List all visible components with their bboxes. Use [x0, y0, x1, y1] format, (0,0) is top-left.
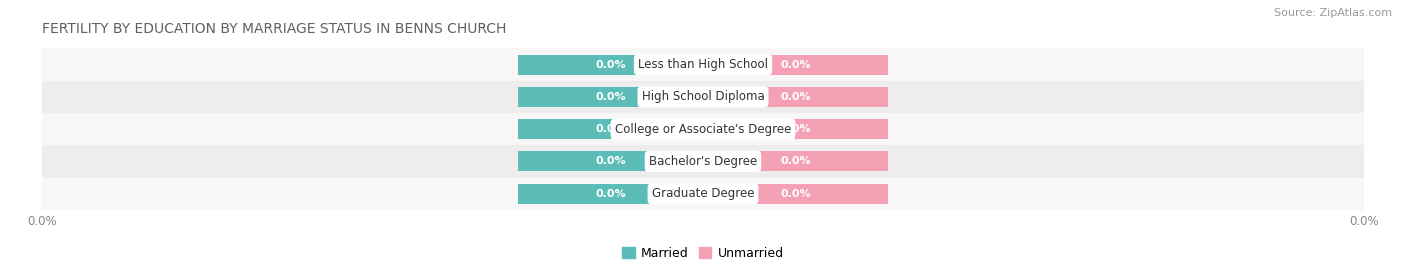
Bar [517, 87, 703, 107]
Text: Less than High School: Less than High School [638, 58, 768, 71]
Text: 0.0%: 0.0% [780, 59, 811, 70]
Text: 0.0%: 0.0% [595, 156, 626, 167]
Text: High School Diploma: High School Diploma [641, 90, 765, 103]
Bar [517, 119, 703, 139]
Text: 0.0%: 0.0% [595, 59, 626, 70]
Text: 0.0%: 0.0% [595, 189, 626, 199]
Bar [42, 113, 1364, 145]
Bar [42, 145, 1364, 178]
Text: 0.0%: 0.0% [780, 156, 811, 167]
Bar [703, 55, 889, 75]
Text: 0.0%: 0.0% [780, 189, 811, 199]
Bar [703, 184, 889, 204]
Text: College or Associate's Degree: College or Associate's Degree [614, 123, 792, 136]
Bar [703, 87, 889, 107]
Text: FERTILITY BY EDUCATION BY MARRIAGE STATUS IN BENNS CHURCH: FERTILITY BY EDUCATION BY MARRIAGE STATU… [42, 22, 506, 36]
Text: Graduate Degree: Graduate Degree [652, 187, 754, 200]
Bar [517, 184, 703, 204]
Legend: Married, Unmarried: Married, Unmarried [617, 242, 789, 265]
Bar [517, 151, 703, 171]
Bar [703, 119, 889, 139]
Bar [42, 81, 1364, 113]
Text: 0.0%: 0.0% [780, 124, 811, 134]
Text: 0.0%: 0.0% [595, 92, 626, 102]
Bar [517, 55, 703, 75]
Text: 0.0%: 0.0% [780, 92, 811, 102]
Text: Bachelor's Degree: Bachelor's Degree [650, 155, 756, 168]
Bar [42, 178, 1364, 210]
Bar [703, 151, 889, 171]
Text: 0.0%: 0.0% [595, 124, 626, 134]
Bar [42, 48, 1364, 81]
Text: Source: ZipAtlas.com: Source: ZipAtlas.com [1274, 8, 1392, 18]
